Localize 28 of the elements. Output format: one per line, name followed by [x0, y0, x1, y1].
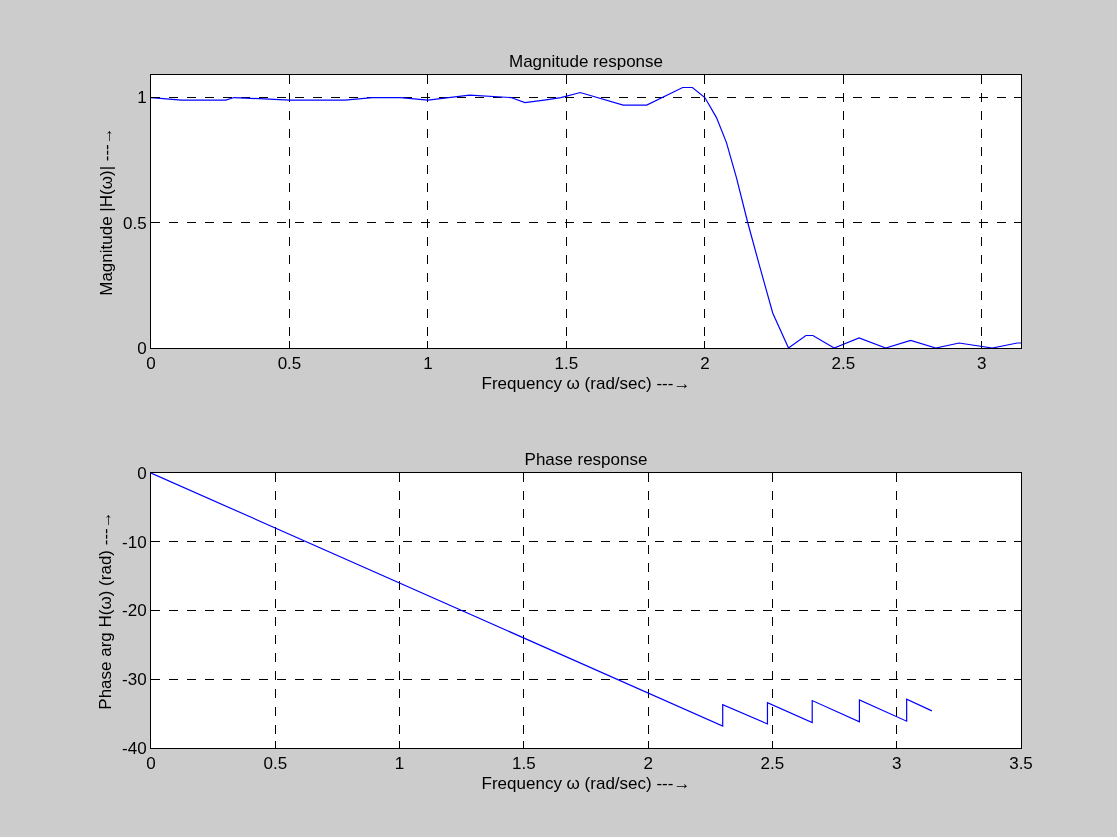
- x-tick-label: 3: [891, 754, 902, 774]
- chart-title: Phase response: [524, 450, 648, 469]
- y-tick-label: 1: [137, 88, 147, 108]
- y-tick-label: -10: [122, 532, 147, 552]
- x-tick-label: 1.5: [554, 354, 579, 374]
- y-tick-label: 0: [137, 338, 147, 358]
- y-tick-label: 0.5: [122, 213, 147, 233]
- y-tick-label: -40: [122, 738, 147, 758]
- x-tick-label: 2.5: [760, 754, 785, 774]
- x-tick-label: 2.5: [831, 354, 856, 374]
- x-tick-label: 2: [643, 754, 653, 774]
- y-tick-label: -20: [122, 601, 147, 621]
- x-tick-label: 2: [700, 354, 710, 374]
- x-tick-label: 1.5: [512, 754, 536, 774]
- y-axis-title: Phase arg H(ω) (rad) ---→: [95, 511, 115, 710]
- x-tick-label: 0.5: [277, 354, 302, 374]
- x-tick-label: 1: [394, 754, 405, 774]
- x-tick-label: 3.5: [1009, 754, 1033, 774]
- x-tick-label: 3: [977, 354, 987, 374]
- y-tick-label: -30: [122, 670, 147, 690]
- x-axis-title: Frequency ω (rad/sec) ---→: [481, 373, 691, 393]
- x-axis-title: Frequency ω (rad/sec) ---→: [481, 773, 691, 793]
- x-tick-label: 0.5: [263, 754, 288, 774]
- y-axis-title: Magnitude |H(ω)| ---→: [96, 127, 116, 296]
- y-tick-label: 0: [137, 463, 147, 483]
- chart-title: Magnitude response: [508, 52, 664, 71]
- line-series: [151, 473, 933, 727]
- x-tick-label: 1: [423, 354, 433, 374]
